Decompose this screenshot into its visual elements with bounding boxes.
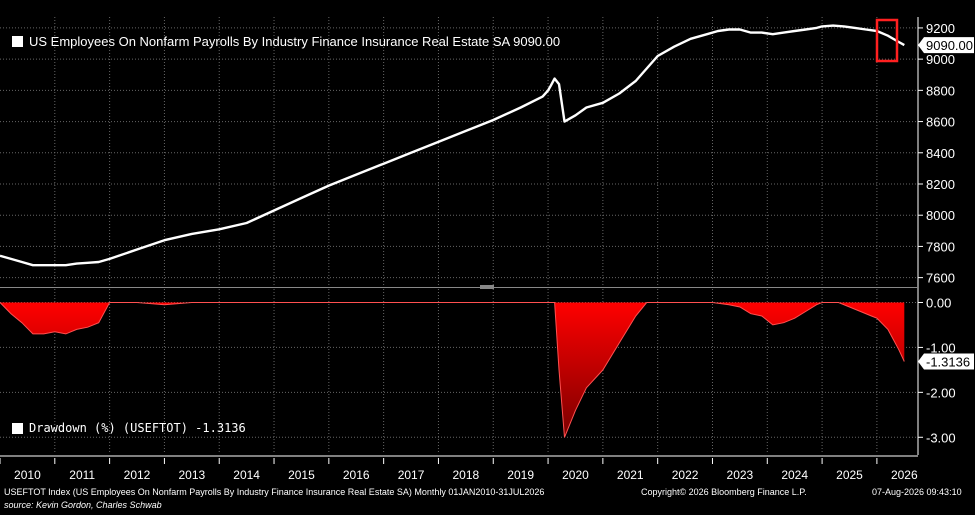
bottom-y-tick-label: -1.00 xyxy=(926,340,956,355)
top-panel-grid xyxy=(0,17,918,287)
drawdown-series-edge xyxy=(0,302,905,438)
footer-source: source: Kevin Gordon, Charles Schwab xyxy=(4,500,162,510)
highlight-box xyxy=(875,18,899,63)
x-tick-label: 2020 xyxy=(562,468,589,482)
x-tick-label: 2018 xyxy=(452,468,479,482)
payrolls-line xyxy=(0,24,905,267)
top-y-tick-label: 8200 xyxy=(926,177,955,192)
bottom-legend-label: Drawdown (%) (USEFTOT) -1.3136 xyxy=(29,421,246,435)
top-y-tick-label: 8000 xyxy=(926,208,955,223)
legend-swatch-icon xyxy=(12,422,23,434)
tick-labels: 2010 2011 2012 2013 2014 2015 2016 2017 2018 2019… xyxy=(14,21,956,482)
top-y-tick-label: 7800 xyxy=(926,239,955,254)
x-tick-label: 2016 xyxy=(343,468,370,482)
bottom-y-tick-label: -3.00 xyxy=(926,430,956,445)
bottom-y-tick-label: -2.00 xyxy=(926,385,956,400)
x-tick-label: 2021 xyxy=(617,468,644,482)
drawdown-series-area xyxy=(0,302,905,438)
axes xyxy=(0,17,923,464)
x-tick-label: 2023 xyxy=(727,468,754,482)
x-tick-label: 2013 xyxy=(178,468,205,482)
last-value-tag-bottom: -1.3136 xyxy=(918,353,974,370)
x-tick-label: 2025 xyxy=(836,468,863,482)
top-legend-label: US Employees On Nonfarm Payrolls By Indu… xyxy=(29,34,561,49)
payrolls-series-line xyxy=(0,24,905,267)
legend-swatch-icon xyxy=(12,36,23,47)
last-value-tag-text: -1.3136 xyxy=(926,355,970,370)
x-tick-label: 2022 xyxy=(672,468,699,482)
drawdown-area xyxy=(0,302,905,438)
last-value-tag-text: 9090.00 xyxy=(926,38,973,53)
last-value-tag-bg xyxy=(918,37,974,54)
x-tick-label: 2010 xyxy=(14,468,41,482)
footer-copyright: Copyright© 2026 Bloomberg Finance L.P. xyxy=(641,487,807,497)
last-value-tag-top: 9090.00 xyxy=(918,37,974,54)
top-y-tick-label: 8600 xyxy=(926,115,955,130)
panel-resize-handle-icon xyxy=(480,285,494,289)
x-tick-label: 2024 xyxy=(781,468,808,482)
top-y-tick-label: 7600 xyxy=(926,271,955,286)
top-y-tick-label: 9200 xyxy=(926,21,955,36)
top-legend: US Employees On Nonfarm Payrolls By Indu… xyxy=(12,34,560,49)
x-tick-label: 2017 xyxy=(398,468,425,482)
x-tick-label: 2019 xyxy=(507,468,534,482)
x-tick-label: 2015 xyxy=(288,468,315,482)
x-tick-label: 2012 xyxy=(124,468,151,482)
x-tick-label: 2014 xyxy=(233,468,260,482)
footer-description: USEFTOT Index (US Employees On Nonfarm P… xyxy=(4,487,545,497)
x-tick-label: 2026 xyxy=(891,468,918,482)
bottom-y-tick-label: 0.00 xyxy=(926,295,951,310)
bottom-panel-grid xyxy=(0,289,918,453)
top-y-tick-label: 9000 xyxy=(926,52,955,67)
x-tick-label: 2011 xyxy=(69,468,95,482)
top-y-tick-label: 8800 xyxy=(926,83,955,98)
top-y-tick-label: 8400 xyxy=(926,146,955,161)
last-value-tag-bg xyxy=(918,353,974,370)
decorations: 9090.00 -1.3136 xyxy=(875,18,974,370)
bottom-legend: Drawdown (%) (USEFTOT) -1.3136 xyxy=(12,421,246,435)
footer-timestamp: 07-Aug-2026 09:43:10 xyxy=(872,487,962,497)
